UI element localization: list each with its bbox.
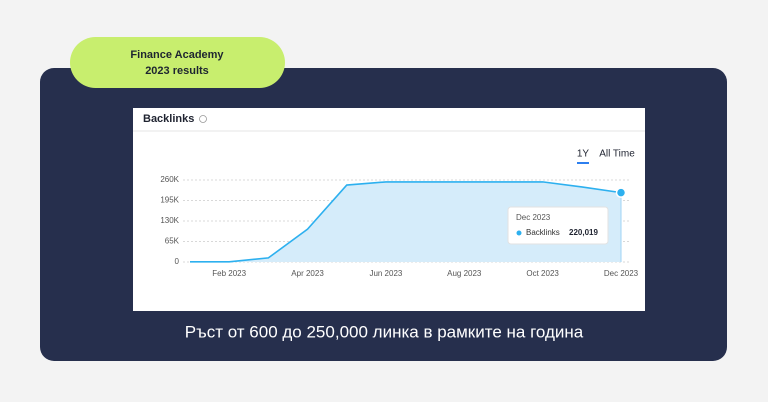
x-tick-label: Jun 2023 xyxy=(369,269,402,278)
tooltip-title: Dec 2023 xyxy=(516,213,551,222)
chart-title: Backlinks xyxy=(143,113,194,125)
x-tick-label: Aug 2023 xyxy=(447,269,482,278)
y-tick-label: 65K xyxy=(165,237,180,246)
plot: 0 65K 130K 195K 260K Feb 2023 Apr 2023 Jun 2023… xyxy=(160,175,638,278)
caption: Ръст от 600 до 250,000 линка в рамките н… xyxy=(185,322,584,341)
badge xyxy=(70,37,285,88)
x-tick-label: Feb 2023 xyxy=(212,269,246,278)
tooltip-value: 220,019 xyxy=(569,228,598,237)
y-tick-label: 0 xyxy=(175,257,180,266)
point xyxy=(615,187,627,198)
x-tick-label: Apr 2023 xyxy=(291,269,324,278)
tooltip: Dec 2023 Backlinks 220,019 xyxy=(507,206,609,245)
y-tick-label: 130K xyxy=(160,216,179,225)
range-option[interactable]: 1Y xyxy=(577,149,590,160)
tooltip-swatch xyxy=(516,230,522,236)
range-option[interactable]: All Time xyxy=(599,149,635,160)
line xyxy=(190,181,622,263)
badge-line: 2023 results xyxy=(145,65,209,77)
tooltip-series: Backlinks xyxy=(526,228,560,237)
x-tick-label: Oct 2023 xyxy=(526,269,559,278)
info-icon[interactable] xyxy=(199,115,207,123)
y-tick-label: 260K xyxy=(160,175,179,184)
x-tick-label: Dec 2023 xyxy=(604,269,639,278)
badge-line: Finance Academy xyxy=(130,49,224,61)
y-tick-label: 195K xyxy=(160,196,179,205)
tooltip-box xyxy=(507,206,609,245)
